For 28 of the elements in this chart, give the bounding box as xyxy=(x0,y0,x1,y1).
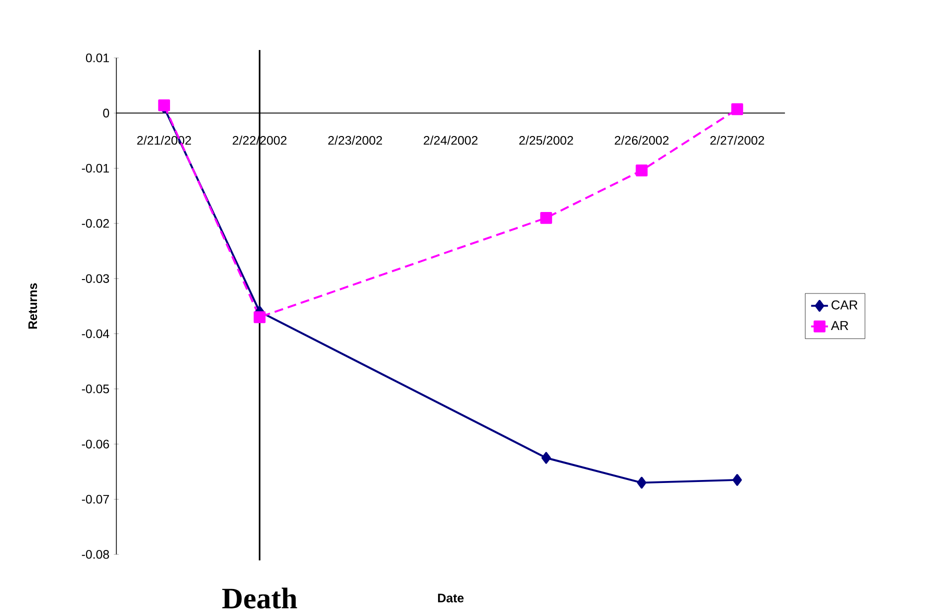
point xyxy=(636,476,646,489)
point xyxy=(158,99,170,112)
y-tick-label: -0.04 xyxy=(82,329,110,338)
y-tick-label: -0.06 xyxy=(82,440,110,448)
point xyxy=(254,311,266,324)
y-tick-label: -0.05 xyxy=(82,384,110,394)
y-tick-label: -0.01 xyxy=(82,164,109,173)
point xyxy=(540,212,552,224)
y-tick-label: -0.08 xyxy=(82,550,110,559)
y-tick-label: -0.07 xyxy=(82,494,109,504)
legend-label: CAR xyxy=(832,300,858,310)
y-axis-title: Returns xyxy=(28,283,38,329)
ref-line-label: Death xyxy=(222,588,298,608)
point xyxy=(732,474,742,486)
x-tick-label: 2/25/2002 xyxy=(519,136,574,145)
y-tick-label: 0 xyxy=(103,108,110,118)
y-tick-label: 0.01 xyxy=(86,53,109,62)
x-axis-title: Date xyxy=(438,594,464,602)
x-tick-label: 2/27/2002 xyxy=(710,136,764,145)
x-tick-label: 2/26/2002 xyxy=(614,136,669,145)
y-tick-label: -0.03 xyxy=(82,274,110,283)
legend-label: AR xyxy=(830,320,848,330)
x-tick-label: 2/23/2002 xyxy=(328,136,382,145)
x-tick-label: 2/24/2002 xyxy=(424,136,478,145)
y-tick-label: -0.02 xyxy=(82,218,109,228)
point xyxy=(541,452,551,464)
point xyxy=(731,103,744,116)
point xyxy=(636,164,648,176)
